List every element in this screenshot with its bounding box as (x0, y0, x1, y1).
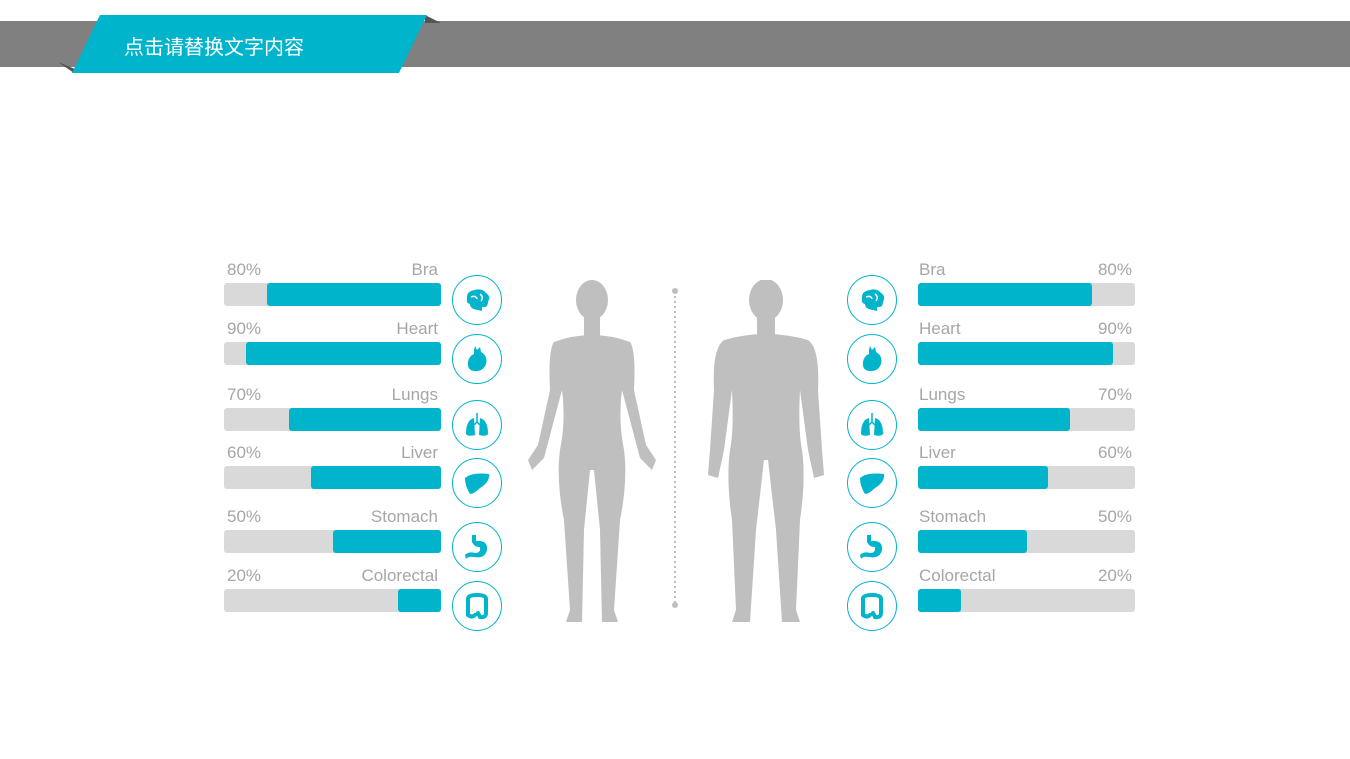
bar-row-right-colorectal: 20% Colorectal (918, 566, 1135, 615)
percent-label: 70% (1097, 385, 1132, 404)
bar-row-left-heart: 90% Heart (224, 319, 441, 368)
bar-fill (332, 530, 441, 553)
bar-row-left-colorectal: 20% Colorectal (224, 566, 441, 615)
organ-label: Liver (401, 443, 438, 462)
bar-row-right-stomach: 50% Stomach (918, 507, 1135, 556)
bar-fill (245, 342, 441, 365)
bar-track (918, 589, 1135, 612)
organ-label: Liver (919, 443, 956, 462)
bar-track (224, 589, 441, 612)
lungs-icon (452, 400, 502, 450)
percent-label: 20% (227, 566, 262, 585)
brain-icon (452, 275, 502, 325)
colon-icon (847, 581, 897, 631)
liver-icon (452, 458, 502, 508)
stomach-icon (452, 522, 502, 572)
percent-label: 90% (227, 319, 262, 338)
brain-icon (847, 275, 897, 325)
bar-row-left-stomach: 50% Stomach (224, 507, 441, 556)
bar-track (918, 283, 1135, 306)
percent-label: 50% (1097, 507, 1132, 526)
bar-row-right-liver: 60% Liver (918, 443, 1135, 492)
male-silhouette (708, 280, 824, 622)
organ-label: Stomach (919, 507, 987, 526)
bar-track (918, 530, 1135, 553)
divider-line (672, 288, 678, 608)
organ-label: Bra (919, 260, 946, 279)
percent-label: 50% (227, 507, 262, 526)
female-silhouette (528, 280, 656, 622)
bar-row-right-lungs: 70% Lungs (918, 385, 1135, 434)
title-ribbon (72, 15, 427, 73)
bar-fill (918, 589, 962, 612)
percent-label: 80% (1097, 260, 1132, 279)
organ-label: Stomach (370, 507, 438, 526)
bar-fill (918, 408, 1070, 431)
bar-fill (267, 283, 441, 306)
ribbon-fold (58, 62, 74, 73)
percent-label: 70% (227, 385, 262, 404)
percent-label: 20% (1097, 566, 1132, 585)
bar-row-right-bra: 80% Bra (918, 260, 1135, 309)
bar-fill (310, 466, 441, 489)
page-title: 点击请替换文字内容 (124, 35, 304, 59)
bar-fill (289, 408, 441, 431)
bar-track (224, 283, 441, 306)
stomach-icon (847, 522, 897, 572)
bar-track (224, 342, 441, 365)
bar-fill (918, 530, 1027, 553)
bar-fill (918, 466, 1049, 489)
percent-label: 60% (227, 443, 262, 462)
heart-icon (452, 334, 502, 384)
organ-label: Bra (411, 260, 438, 279)
bar-track (918, 342, 1135, 365)
bar-track (224, 408, 441, 431)
heart-icon (847, 334, 897, 384)
bar-fill (918, 342, 1114, 365)
percent-label: 80% (227, 260, 262, 279)
bar-track (918, 408, 1135, 431)
organ-label: Lungs (919, 385, 966, 404)
bar-row-left-liver: 60% Liver (224, 443, 441, 492)
organ-label: Heart (396, 319, 438, 338)
bar-track (224, 466, 441, 489)
percent-label: 60% (1097, 443, 1132, 462)
bar-row-right-heart: 90% Heart (918, 319, 1135, 368)
percent-label: 90% (1097, 319, 1132, 338)
bar-row-left-bra: 80% Bra (224, 260, 441, 309)
bar-fill (918, 283, 1092, 306)
liver-icon (847, 458, 897, 508)
bar-track (224, 530, 441, 553)
organ-label: Heart (919, 319, 961, 338)
colon-icon (452, 581, 502, 631)
bar-fill (397, 589, 441, 612)
bar-row-left-lungs: 70% Lungs (224, 385, 441, 434)
bar-track (918, 466, 1135, 489)
organ-label: Colorectal (919, 566, 996, 585)
ribbon-fold (425, 15, 441, 23)
organ-label: Colorectal (361, 566, 438, 585)
organ-label: Lungs (391, 385, 438, 404)
lungs-icon (847, 400, 897, 450)
